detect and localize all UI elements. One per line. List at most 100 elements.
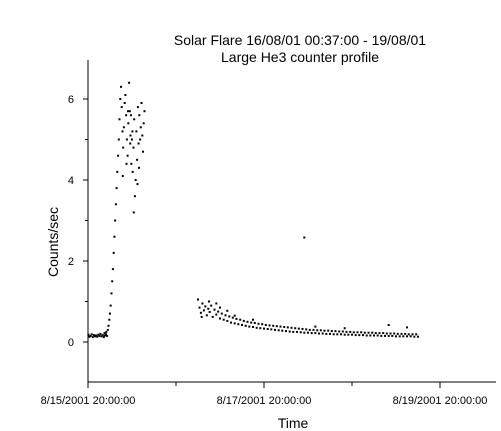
data-point bbox=[391, 334, 394, 337]
data-point bbox=[113, 235, 116, 238]
data-point bbox=[354, 334, 357, 337]
data-point bbox=[387, 334, 390, 337]
data-point bbox=[257, 322, 260, 325]
data-point bbox=[384, 334, 386, 337]
data-point bbox=[142, 122, 145, 125]
data-point bbox=[142, 150, 144, 153]
data-point bbox=[288, 330, 291, 333]
data-point bbox=[208, 311, 211, 313]
data-point bbox=[351, 333, 353, 336]
data-point bbox=[312, 328, 315, 331]
x-tick-label: 8/15/2001 20:00:00 bbox=[41, 395, 136, 407]
data-point bbox=[118, 118, 121, 121]
data-point bbox=[349, 330, 352, 333]
data-point bbox=[102, 336, 105, 339]
data-point bbox=[224, 314, 227, 317]
x-tick-label: 8/17/2001 20:00:00 bbox=[217, 395, 312, 407]
data-point bbox=[208, 300, 210, 303]
data-point bbox=[367, 331, 370, 334]
data-point bbox=[199, 311, 202, 314]
data-point bbox=[103, 334, 106, 337]
data-point bbox=[126, 154, 129, 157]
data-point bbox=[285, 330, 287, 333]
data-point bbox=[387, 324, 390, 326]
data-point bbox=[219, 317, 221, 320]
data-point bbox=[279, 325, 282, 328]
data-point bbox=[129, 142, 132, 145]
data-point bbox=[341, 330, 344, 333]
data-point bbox=[310, 332, 313, 335]
scatter-points bbox=[87, 81, 419, 339]
y-tick-label: 2 bbox=[68, 256, 74, 268]
data-point bbox=[123, 102, 126, 104]
data-point bbox=[239, 318, 242, 321]
data-point bbox=[91, 336, 94, 339]
data-point bbox=[264, 324, 267, 326]
data-point bbox=[111, 268, 114, 271]
data-point bbox=[356, 331, 359, 334]
data-point bbox=[308, 328, 311, 331]
data-point bbox=[327, 329, 330, 332]
data-point bbox=[294, 327, 297, 330]
data-point bbox=[132, 211, 135, 214]
data-point bbox=[374, 332, 377, 335]
data-point bbox=[138, 114, 141, 117]
data-point bbox=[101, 334, 104, 337]
data-point bbox=[296, 330, 298, 333]
data-point bbox=[382, 332, 385, 335]
data-point bbox=[128, 81, 131, 84]
data-point bbox=[114, 219, 117, 222]
data-point bbox=[376, 334, 379, 337]
data-point bbox=[110, 292, 113, 295]
data-point bbox=[347, 333, 350, 336]
data-point bbox=[131, 138, 133, 141]
data-point bbox=[314, 332, 317, 335]
data-point bbox=[362, 334, 364, 337]
data-point bbox=[389, 332, 392, 335]
data-point bbox=[396, 332, 399, 335]
data-point bbox=[292, 330, 295, 333]
data-point bbox=[202, 309, 205, 312]
data-point bbox=[109, 312, 111, 315]
data-point bbox=[136, 183, 139, 186]
data-point bbox=[242, 319, 245, 322]
data-point bbox=[371, 331, 374, 334]
data-point bbox=[363, 331, 366, 334]
data-point bbox=[127, 110, 129, 113]
data-point bbox=[303, 236, 306, 239]
data-point bbox=[415, 333, 418, 336]
data-point bbox=[250, 321, 253, 324]
data-point bbox=[88, 335, 91, 338]
data-point bbox=[329, 332, 331, 335]
data-point bbox=[378, 332, 381, 335]
data-point bbox=[140, 102, 143, 104]
data-point bbox=[334, 330, 337, 333]
data-point bbox=[303, 331, 306, 334]
data-point bbox=[352, 331, 355, 334]
data-point bbox=[343, 327, 346, 330]
data-point bbox=[307, 331, 309, 334]
data-point bbox=[106, 328, 109, 331]
data-point bbox=[111, 280, 114, 283]
data-point bbox=[233, 314, 236, 317]
data-point bbox=[98, 334, 101, 337]
data-point bbox=[330, 330, 333, 333]
data-point bbox=[272, 324, 275, 327]
data-point bbox=[274, 328, 276, 331]
data-point bbox=[133, 118, 136, 121]
data-point bbox=[120, 106, 123, 109]
data-point bbox=[406, 335, 408, 338]
data-point bbox=[226, 309, 229, 312]
data-point bbox=[204, 305, 207, 308]
data-point bbox=[252, 326, 254, 328]
data-point bbox=[248, 325, 251, 328]
data-point bbox=[268, 324, 271, 327]
data-point bbox=[336, 333, 339, 336]
data-point bbox=[230, 321, 232, 324]
data-point bbox=[121, 175, 124, 177]
y-tick-label: 4 bbox=[68, 175, 74, 187]
data-point bbox=[197, 298, 199, 301]
data-point bbox=[237, 323, 240, 326]
data-point bbox=[136, 158, 139, 161]
axes bbox=[87, 60, 496, 383]
